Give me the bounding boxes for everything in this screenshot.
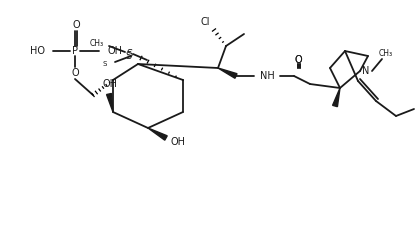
Polygon shape	[107, 93, 113, 112]
Text: O: O	[71, 68, 79, 78]
Text: HO: HO	[30, 46, 45, 56]
Text: O: O	[294, 55, 302, 65]
Text: S: S	[103, 61, 107, 67]
Text: O: O	[72, 20, 80, 30]
Polygon shape	[333, 88, 340, 107]
Text: O: O	[294, 55, 302, 65]
Text: OH: OH	[171, 137, 186, 147]
Text: NH: NH	[260, 71, 275, 81]
Text: CH₃: CH₃	[379, 49, 393, 58]
Text: S: S	[126, 49, 132, 59]
Text: N: N	[362, 66, 370, 76]
Text: OH: OH	[102, 79, 117, 89]
Text: P: P	[72, 46, 78, 56]
Text: Cl: Cl	[201, 17, 210, 27]
Text: OH: OH	[107, 46, 122, 56]
Polygon shape	[218, 68, 237, 78]
Polygon shape	[148, 128, 167, 140]
Text: S: S	[125, 51, 131, 61]
Text: CH₃: CH₃	[90, 39, 104, 49]
